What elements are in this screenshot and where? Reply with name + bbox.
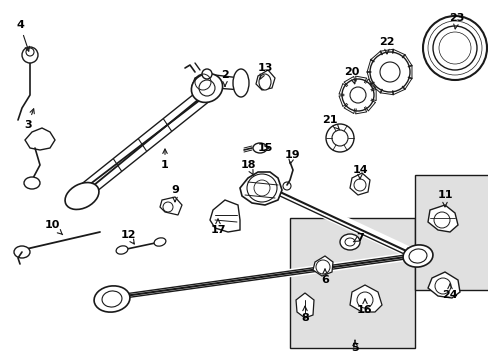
Bar	[289, 218, 414, 348]
Text: 7: 7	[353, 233, 363, 243]
Ellipse shape	[339, 234, 359, 250]
Text: 18: 18	[240, 160, 255, 175]
Text: 10: 10	[44, 220, 62, 235]
Polygon shape	[312, 256, 332, 276]
Ellipse shape	[116, 246, 128, 254]
Ellipse shape	[65, 183, 99, 210]
Ellipse shape	[252, 143, 266, 153]
Polygon shape	[160, 197, 182, 215]
Ellipse shape	[325, 124, 353, 152]
Text: 14: 14	[351, 165, 367, 179]
Text: 23: 23	[448, 13, 464, 29]
Polygon shape	[349, 173, 369, 195]
Ellipse shape	[94, 286, 130, 312]
Ellipse shape	[232, 69, 248, 97]
Text: 12: 12	[120, 230, 136, 244]
Text: 17: 17	[210, 219, 225, 235]
Text: 16: 16	[356, 299, 372, 315]
Text: 24: 24	[441, 284, 457, 300]
Text: 8: 8	[301, 306, 308, 323]
Text: 4: 4	[16, 20, 29, 51]
Text: 1: 1	[161, 149, 168, 170]
Polygon shape	[295, 293, 313, 318]
Text: 6: 6	[321, 269, 328, 285]
Ellipse shape	[402, 245, 432, 267]
Polygon shape	[349, 285, 381, 312]
Ellipse shape	[26, 48, 34, 56]
Ellipse shape	[154, 238, 165, 246]
Text: 11: 11	[436, 190, 452, 207]
Polygon shape	[192, 72, 215, 92]
Text: 20: 20	[344, 67, 359, 84]
Ellipse shape	[24, 177, 40, 189]
Polygon shape	[25, 128, 55, 150]
Text: 9: 9	[171, 185, 179, 202]
Ellipse shape	[202, 69, 212, 79]
Polygon shape	[404, 248, 421, 265]
Text: 15: 15	[257, 143, 272, 153]
Text: 13: 13	[257, 63, 272, 79]
Text: 21: 21	[322, 115, 339, 130]
Text: 19: 19	[284, 150, 299, 164]
Polygon shape	[240, 172, 282, 205]
Text: 2: 2	[221, 70, 228, 86]
Polygon shape	[209, 200, 240, 232]
Ellipse shape	[14, 246, 30, 258]
Polygon shape	[427, 205, 457, 232]
Ellipse shape	[22, 47, 38, 63]
Text: 22: 22	[379, 37, 394, 54]
Polygon shape	[427, 272, 459, 298]
Bar	[414, 175, 488, 290]
Ellipse shape	[259, 74, 270, 90]
Ellipse shape	[191, 73, 222, 103]
Polygon shape	[256, 70, 274, 90]
Text: 5: 5	[350, 340, 358, 353]
Text: 3: 3	[24, 109, 34, 130]
Polygon shape	[215, 75, 242, 90]
